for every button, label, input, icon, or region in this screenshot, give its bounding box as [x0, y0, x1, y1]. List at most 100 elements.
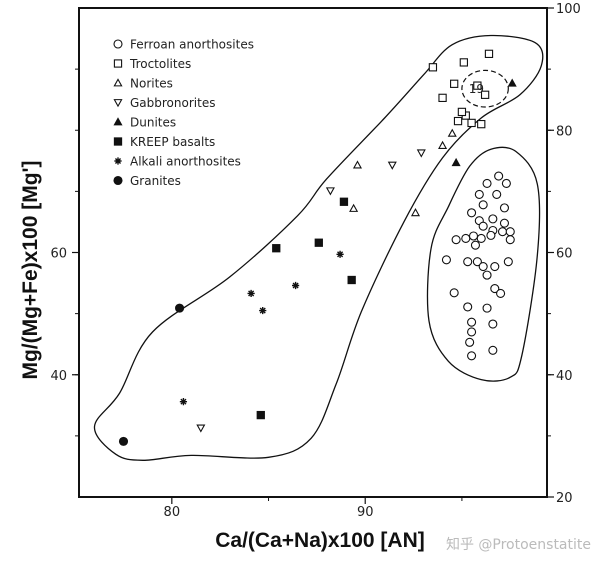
point-ferroan-anorthosites: [501, 178, 511, 188]
point-alkali-anorthosites: [179, 398, 188, 406]
point-kreep-basalts: [314, 238, 323, 247]
legend-marker-kreep-basalts: [113, 137, 123, 146]
point-kreep-basalts: [256, 410, 265, 420]
point-ferroan-anorthosites: [463, 257, 473, 267]
legend-label: Alkali anorthosites: [130, 155, 241, 169]
point-granites: [175, 303, 185, 313]
point-ferroan-anorthosites: [467, 351, 477, 361]
point-ferroan-anorthosites: [492, 189, 502, 199]
point-ferroan-anorthosites: [465, 337, 475, 347]
point-troctolites: [467, 118, 476, 128]
point-norites: [352, 160, 363, 169]
point-ferroan-anorthosites: [505, 227, 515, 237]
point-ferroan-anorthosites: [486, 230, 496, 240]
point-ferroan-anorthosites: [488, 345, 498, 355]
y-left-tick-label: 40: [50, 369, 67, 384]
legend-label: Norites: [130, 77, 173, 91]
cluster-19-envelope: [461, 69, 509, 108]
legend-label: KREEP basalts: [130, 135, 215, 149]
point-ferroan-anorthosites: [474, 189, 484, 199]
point-ferroan-anorthosites: [461, 233, 471, 243]
point-ferroan-anorthosites: [451, 235, 461, 245]
x-axis-title: Ca/(Ca+Na)x100 [AN]: [215, 529, 425, 552]
legend-label: Dunites: [130, 116, 176, 130]
point-ferroan-anorthosites: [482, 270, 492, 280]
point-ferroan-anorthosites: [490, 284, 500, 294]
point-troctolites: [438, 93, 447, 103]
point-gabbronorites: [325, 187, 335, 196]
point-ferroan-anorthosites: [476, 233, 486, 243]
point-ferroan-anorthosites: [503, 257, 513, 267]
point-ferroan-anorthosites: [488, 214, 498, 224]
point-ferroan-anorthosites: [449, 288, 459, 298]
point-ferroan-anorthosites: [467, 317, 477, 327]
legend-marker-gabbronorites: [113, 99, 123, 108]
point-kreep-basalts: [272, 244, 281, 253]
x-tick-label: 80: [164, 505, 181, 520]
point-ferroan-anorthosites: [478, 221, 488, 231]
point-alkali-anorthosites: [247, 289, 255, 298]
cluster-19-label: 19: [469, 82, 484, 96]
legend-label: Troctolites: [129, 57, 191, 71]
point-ferroan-anorthosites: [482, 303, 492, 313]
y-left-tick-label: 60: [50, 247, 67, 262]
point-ferroan-anorthosites: [467, 208, 477, 218]
point-norites: [447, 128, 457, 137]
axis-ticks: 60 40 100 80 60 40 20 80 90: [50, 2, 580, 520]
field-envelopes: [93, 34, 544, 461]
main-field-envelope: [93, 34, 544, 461]
point-norites: [438, 140, 448, 149]
legend-marker-norites: [113, 78, 123, 87]
point-troctolites: [450, 79, 459, 88]
legend-marker-granites: [113, 175, 123, 186]
point-troctolites: [428, 63, 438, 72]
y-axis-title: Mg/(Mg+Fe)x100 [Mg']: [19, 160, 42, 379]
point-ferroan-anorthosites: [488, 319, 498, 329]
point-troctolites: [453, 116, 463, 126]
point-ferroan-anorthosites: [472, 257, 482, 267]
point-troctolites: [473, 81, 482, 90]
point-kreep-basalts: [339, 197, 349, 206]
legend-marker-troctolites: [113, 59, 123, 68]
point-troctolites: [484, 49, 494, 58]
point-ferroan-anorthosites: [497, 227, 508, 237]
watermark: 知乎 @Protoenstatite: [446, 536, 591, 553]
point-troctolites: [480, 90, 490, 99]
point-ferroan-anorthosites: [499, 203, 510, 213]
point-norites: [349, 203, 359, 212]
point-gabbronorites: [416, 149, 426, 158]
legend-marker-dunites: [113, 117, 123, 126]
point-ferroan-anorthosites: [467, 327, 477, 337]
point-troctolites: [459, 58, 468, 67]
point-ferroan-anorthosites: [468, 231, 479, 241]
ferroan-field-envelope: [426, 146, 541, 382]
point-gabbronorites: [196, 424, 206, 433]
point-dunites: [507, 78, 517, 87]
legend: Ferroan anorthosites Troctolites Norites Ga…: [113, 38, 254, 188]
point-dunites: [451, 157, 461, 167]
y-right-tick-label: 100: [556, 2, 581, 17]
y-right-tick-label: 80: [556, 124, 573, 139]
point-ferroan-anorthosites: [441, 255, 451, 265]
point-ferroan-anorthosites: [490, 262, 500, 272]
y-right-tick-label: 60: [556, 247, 573, 262]
point-ferroan-anorthosites: [496, 288, 506, 299]
point-ferroan-anorthosites: [463, 302, 473, 312]
legend-label: Granites: [130, 174, 181, 188]
legend-label: Ferroan anorthosites: [130, 38, 254, 52]
point-alkali-anorthosites: [336, 250, 344, 258]
point-ferroan-anorthosites: [494, 171, 504, 181]
y-right-tick-label: 40: [556, 369, 573, 384]
point-ferroan-anorthosites: [482, 178, 492, 188]
point-ferroan-anorthosites: [505, 235, 515, 245]
point-alkali-anorthosites: [291, 281, 300, 290]
point-gabbronorites: [387, 161, 397, 170]
point-granites: [118, 436, 129, 446]
y-right-tick-label: 20: [556, 491, 573, 506]
point-troctolites: [477, 119, 486, 129]
point-ferroan-anorthosites: [499, 218, 510, 228]
point-alkali-anorthosites: [259, 306, 267, 315]
point-troctolites: [457, 107, 467, 117]
x-tick-label: 90: [357, 505, 374, 520]
